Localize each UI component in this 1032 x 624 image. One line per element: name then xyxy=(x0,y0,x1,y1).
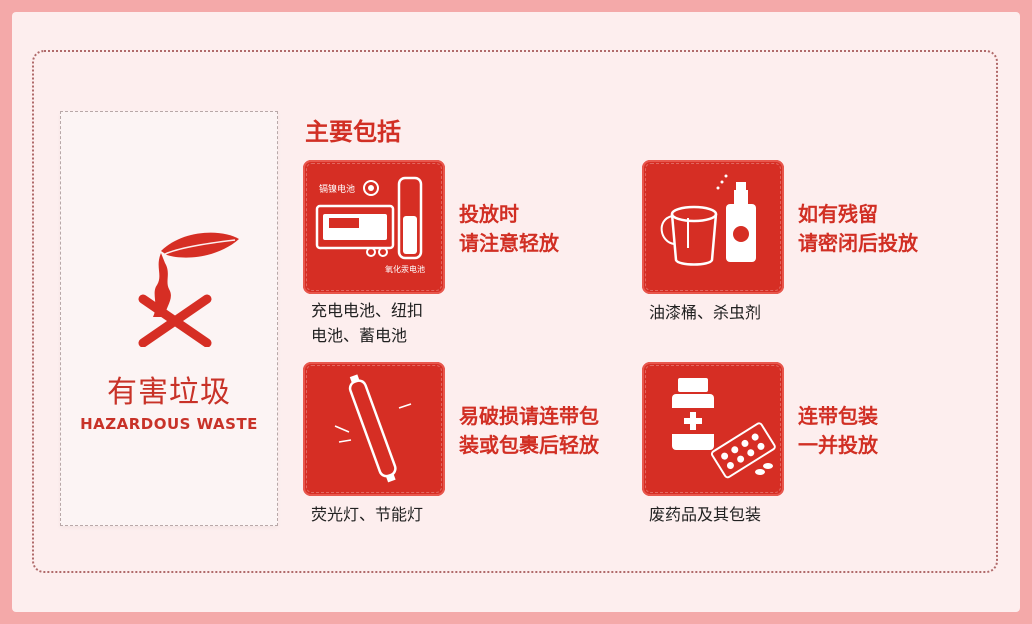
note-line: 装或包裹后轻放 xyxy=(459,433,599,457)
note-line: 一并投放 xyxy=(798,433,878,457)
category-card: 有害垃圾 HAZARDOUS WASTE xyxy=(60,111,278,526)
note-line: 如有残留 xyxy=(798,202,878,226)
note-line: 请密闭后投放 xyxy=(798,231,918,255)
item-tile-fluorescent xyxy=(303,362,445,496)
item-note-fluorescent: 易破损请连带包 装或包裹后轻放 xyxy=(459,402,599,460)
battery-icon: 镉镍电池 氧化汞电池 xyxy=(315,176,425,274)
icon-label-nicd: 镉镍电池 xyxy=(319,183,355,195)
note-line: 易破损请连带包 xyxy=(459,404,599,428)
caption-line: 油漆桶、杀虫剂 xyxy=(649,303,762,322)
caption-line: 电池、蓄电池 xyxy=(311,326,408,345)
medicine-bottle-icon xyxy=(672,378,776,479)
item-tile-paint xyxy=(642,160,784,294)
note-line: 连带包装 xyxy=(798,404,878,428)
category-title: 有害垃圾 xyxy=(107,375,231,410)
fluorescent-tube-icon xyxy=(334,374,412,483)
item-caption-fluorescent: 荧光灯、节能灯 xyxy=(311,502,423,527)
caption-line: 充电电池、纽扣 xyxy=(311,301,424,320)
section-title: 主要包括 xyxy=(305,118,401,146)
item-note-batteries: 投放时 请注意轻放 xyxy=(459,200,559,258)
note-line: 投放时 xyxy=(459,202,519,226)
item-tile-medicine xyxy=(642,362,784,496)
item-note-paint: 如有残留 请密闭后投放 xyxy=(798,200,918,258)
hazardous-waste-icon xyxy=(138,232,239,347)
item-tile-batteries: 镉镍电池 氧化汞电池 xyxy=(303,160,445,294)
item-caption-medicine: 废药品及其包装 xyxy=(649,502,761,527)
item-caption-batteries: 充电电池、纽扣 电池、蓄电池 xyxy=(311,298,423,348)
category-subtitle: HAZARDOUS WASTE xyxy=(80,415,258,433)
item-caption-paint: 油漆桶、杀虫剂 xyxy=(649,300,761,325)
icon-label-mercury: 氧化汞电池 xyxy=(385,264,425,274)
caption-line: 废药品及其包装 xyxy=(649,505,762,524)
paint-bucket-spray-icon xyxy=(660,174,756,266)
note-line: 请注意轻放 xyxy=(459,231,559,255)
caption-line: 荧光灯、节能灯 xyxy=(311,505,424,524)
item-note-medicine: 连带包装 一并投放 xyxy=(798,402,878,460)
dotted-frame xyxy=(32,50,998,573)
